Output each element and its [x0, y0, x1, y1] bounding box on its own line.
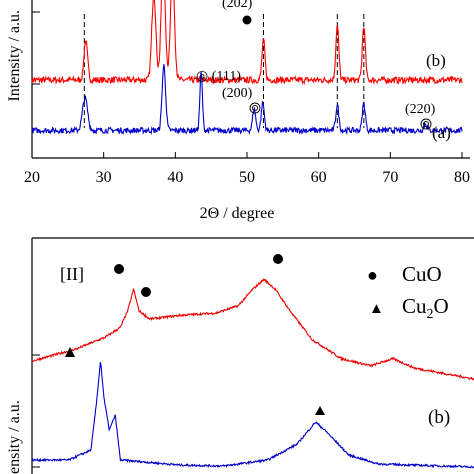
dashed-reference-lines: [83, 14, 365, 128]
annotation-200: (200): [222, 86, 253, 101]
series-a-line: [31, 64, 463, 136]
series-label-b: (b): [428, 407, 450, 428]
top-y-axis-label: Intensity / a.u.: [6, 10, 23, 102]
panel-top: 20 30 40 50 60 70 80 (202) ◎ (111) (200) (220)…: [6, 0, 470, 222]
legend-marker-cuo: ●: [367, 265, 378, 285]
top-x-tick-label: 30: [96, 169, 112, 186]
top-x-tick-label: 70: [382, 169, 398, 186]
top-x-axis-label: 2Θ / degree: [200, 205, 275, 222]
legend: ● CuO ▲ Cu2O: [367, 262, 449, 322]
annotation-220: (220): [405, 102, 436, 117]
cu2o-series-line: [31, 362, 474, 469]
top-x-tick-label: 40: [167, 169, 183, 186]
cuo-peak-marker: [273, 254, 283, 264]
cuo-peak-marker: [141, 287, 151, 297]
top-x-tick-label: 20: [24, 169, 40, 186]
cuo-peak-marker: [114, 264, 124, 274]
cuo-202-marker: [242, 15, 252, 25]
panel-label: [II]: [60, 264, 84, 284]
top-x-tick-label: 50: [239, 169, 255, 186]
annotation-202: (202): [222, 0, 253, 11]
series-b-label: (b): [426, 51, 446, 70]
series-b-line: [31, 0, 463, 86]
legend-label-cu2o: Cu2O: [402, 294, 449, 322]
cu2o-peak-marker: [315, 406, 325, 415]
panel-bottom: [II] ● CuO ▲ Cu2O (b) ensity / a.u.: [6, 237, 474, 474]
legend-marker-cu2o: ▲: [369, 301, 384, 317]
top-x-ticks: 20 30 40 50 60 70 80: [24, 152, 470, 186]
cu2o-peak-marker: [65, 347, 75, 357]
cuo-series-line: [31, 278, 474, 381]
top-x-tick-label: 60: [311, 169, 327, 186]
legend-label-cuo: CuO: [402, 262, 442, 286]
top-x-tick-label: 80: [454, 169, 470, 186]
circle-dot-marker-200: [249, 102, 261, 114]
circle-dot-marker-220: [420, 118, 432, 130]
bottom-y-axis-label: ensity / a.u.: [6, 400, 23, 474]
annotation-111: ◎ (111): [196, 69, 241, 84]
series-a-label: (a): [432, 123, 451, 142]
